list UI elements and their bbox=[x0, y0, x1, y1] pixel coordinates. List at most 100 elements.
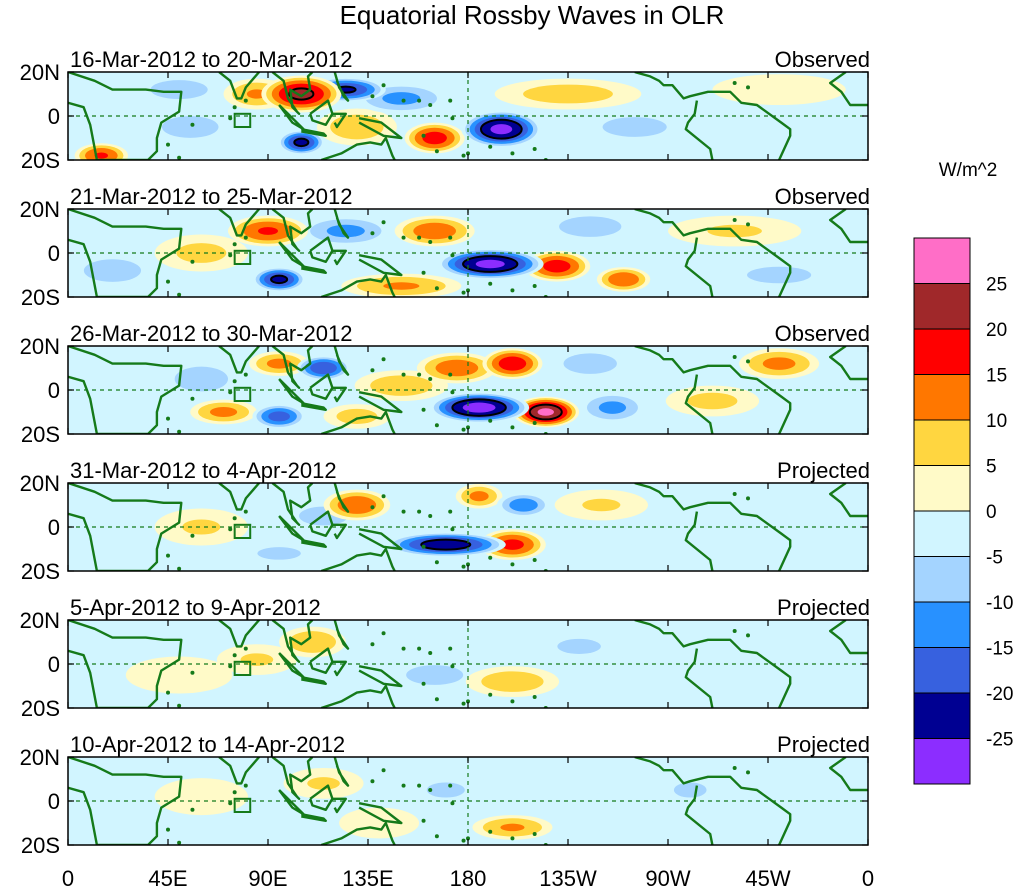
island bbox=[746, 496, 750, 501]
coastline bbox=[309, 373, 334, 400]
strong-anomaly-outline bbox=[420, 538, 472, 551]
island bbox=[370, 505, 375, 510]
colorbar-bin bbox=[913, 692, 971, 739]
island bbox=[450, 390, 455, 395]
island bbox=[417, 783, 422, 788]
coastline bbox=[332, 112, 347, 129]
panel-4: 20N 0 20S 31-Mar-2012 to 4-Apr-2012 Projecte… bbox=[20, 458, 870, 584]
island bbox=[417, 235, 422, 240]
island bbox=[190, 807, 195, 812]
island bbox=[428, 788, 433, 792]
coastlines bbox=[68, 757, 868, 845]
panel-group: 20N 0 20S 16-Mar-2012 to 20-Mar-2012 Observe… bbox=[20, 47, 870, 858]
colorbar-tick-label: 25 bbox=[986, 275, 1007, 296]
island bbox=[177, 155, 182, 160]
coastline bbox=[358, 117, 403, 140]
strong-anomaly-outline bbox=[270, 274, 289, 285]
y-tick-label: 20S bbox=[21, 148, 60, 173]
island bbox=[532, 421, 537, 425]
island bbox=[166, 142, 170, 147]
coastline bbox=[271, 209, 314, 253]
island bbox=[243, 372, 248, 377]
anomaly-contour bbox=[336, 408, 378, 424]
y-tick-label: 20S bbox=[21, 422, 60, 447]
colorbar-bin bbox=[913, 738, 971, 785]
colorbar: W/m^2 25 20 15 10 5 0 -5 -10 -15 -20 -25 bbox=[913, 160, 1013, 785]
island bbox=[450, 664, 455, 669]
panel-type-label: Observed bbox=[775, 47, 870, 72]
island bbox=[370, 368, 375, 373]
anomaly-contour bbox=[435, 359, 479, 377]
colorbar-tick-label: 15 bbox=[986, 366, 1007, 387]
island bbox=[401, 372, 406, 377]
anomaly-contour bbox=[606, 502, 774, 552]
anomaly-contour bbox=[557, 638, 601, 654]
coastline bbox=[301, 402, 327, 411]
coastline bbox=[309, 236, 334, 263]
island bbox=[177, 840, 182, 845]
panel-type-label: Observed bbox=[775, 184, 870, 209]
index-region-box bbox=[233, 523, 252, 539]
anomaly-contour bbox=[125, 656, 233, 694]
index-region-box bbox=[233, 112, 252, 129]
x-tick-label: 0 bbox=[862, 866, 874, 890]
panel-type-label: Observed bbox=[775, 321, 870, 346]
panel-2: 20N 0 20S 21-Mar-2012 to 25-Mar-2012 Observe… bbox=[20, 184, 870, 310]
y-tick-label: 0 bbox=[48, 789, 60, 814]
coastline bbox=[332, 523, 347, 540]
anomaly-contour bbox=[541, 793, 662, 831]
island bbox=[510, 288, 515, 293]
anomaly-contour bbox=[462, 402, 496, 413]
island bbox=[421, 544, 426, 549]
island bbox=[401, 235, 406, 240]
island bbox=[746, 359, 750, 364]
x-tick-label: 180 bbox=[450, 866, 487, 890]
coastline bbox=[333, 72, 350, 102]
island bbox=[732, 218, 737, 222]
coastline bbox=[68, 620, 183, 708]
island bbox=[243, 509, 248, 514]
island bbox=[488, 555, 493, 560]
coastline bbox=[68, 346, 183, 434]
index-region-box bbox=[233, 386, 252, 402]
island bbox=[190, 670, 195, 675]
y-tick-label: 20N bbox=[20, 60, 60, 85]
island bbox=[434, 560, 439, 565]
panel-type-label: Projected bbox=[777, 458, 870, 483]
island bbox=[448, 98, 453, 103]
island bbox=[401, 646, 406, 651]
anomaly-contour bbox=[747, 266, 812, 284]
panel-period: 5-Apr-2012 to 9-Apr-2012 bbox=[70, 595, 321, 620]
y-tick-label: 20N bbox=[20, 608, 60, 633]
x-tick-label: 0 bbox=[62, 866, 74, 890]
anomaly-contour bbox=[413, 222, 457, 240]
island bbox=[434, 286, 439, 291]
coastline bbox=[68, 72, 183, 160]
coastline bbox=[333, 483, 350, 513]
island bbox=[421, 270, 426, 275]
anomaly-contour bbox=[421, 539, 471, 550]
island bbox=[381, 357, 386, 362]
anomaly-contour bbox=[762, 357, 796, 370]
anomaly-contour bbox=[257, 547, 301, 560]
coastline bbox=[309, 510, 334, 537]
coastline bbox=[684, 237, 714, 297]
coastline bbox=[320, 547, 396, 571]
island bbox=[228, 390, 233, 395]
coastline bbox=[333, 209, 350, 239]
colorbar-bin bbox=[913, 556, 971, 603]
panel-5: 20N 0 20S 5-Apr-2012 to 9-Apr-2012 Projected bbox=[20, 595, 870, 721]
y-tick-label: 0 bbox=[48, 515, 60, 540]
x-tick-label: 45W bbox=[745, 866, 790, 890]
island bbox=[510, 699, 515, 704]
anomaly-contour bbox=[258, 227, 278, 235]
island bbox=[434, 834, 439, 839]
strong-anomaly-outline bbox=[528, 403, 563, 421]
island bbox=[232, 379, 237, 384]
island bbox=[417, 646, 422, 651]
island bbox=[488, 692, 493, 697]
island bbox=[228, 664, 233, 669]
coastlines bbox=[68, 346, 868, 434]
panel-type-label: Projected bbox=[777, 732, 870, 757]
coastline bbox=[358, 665, 403, 688]
